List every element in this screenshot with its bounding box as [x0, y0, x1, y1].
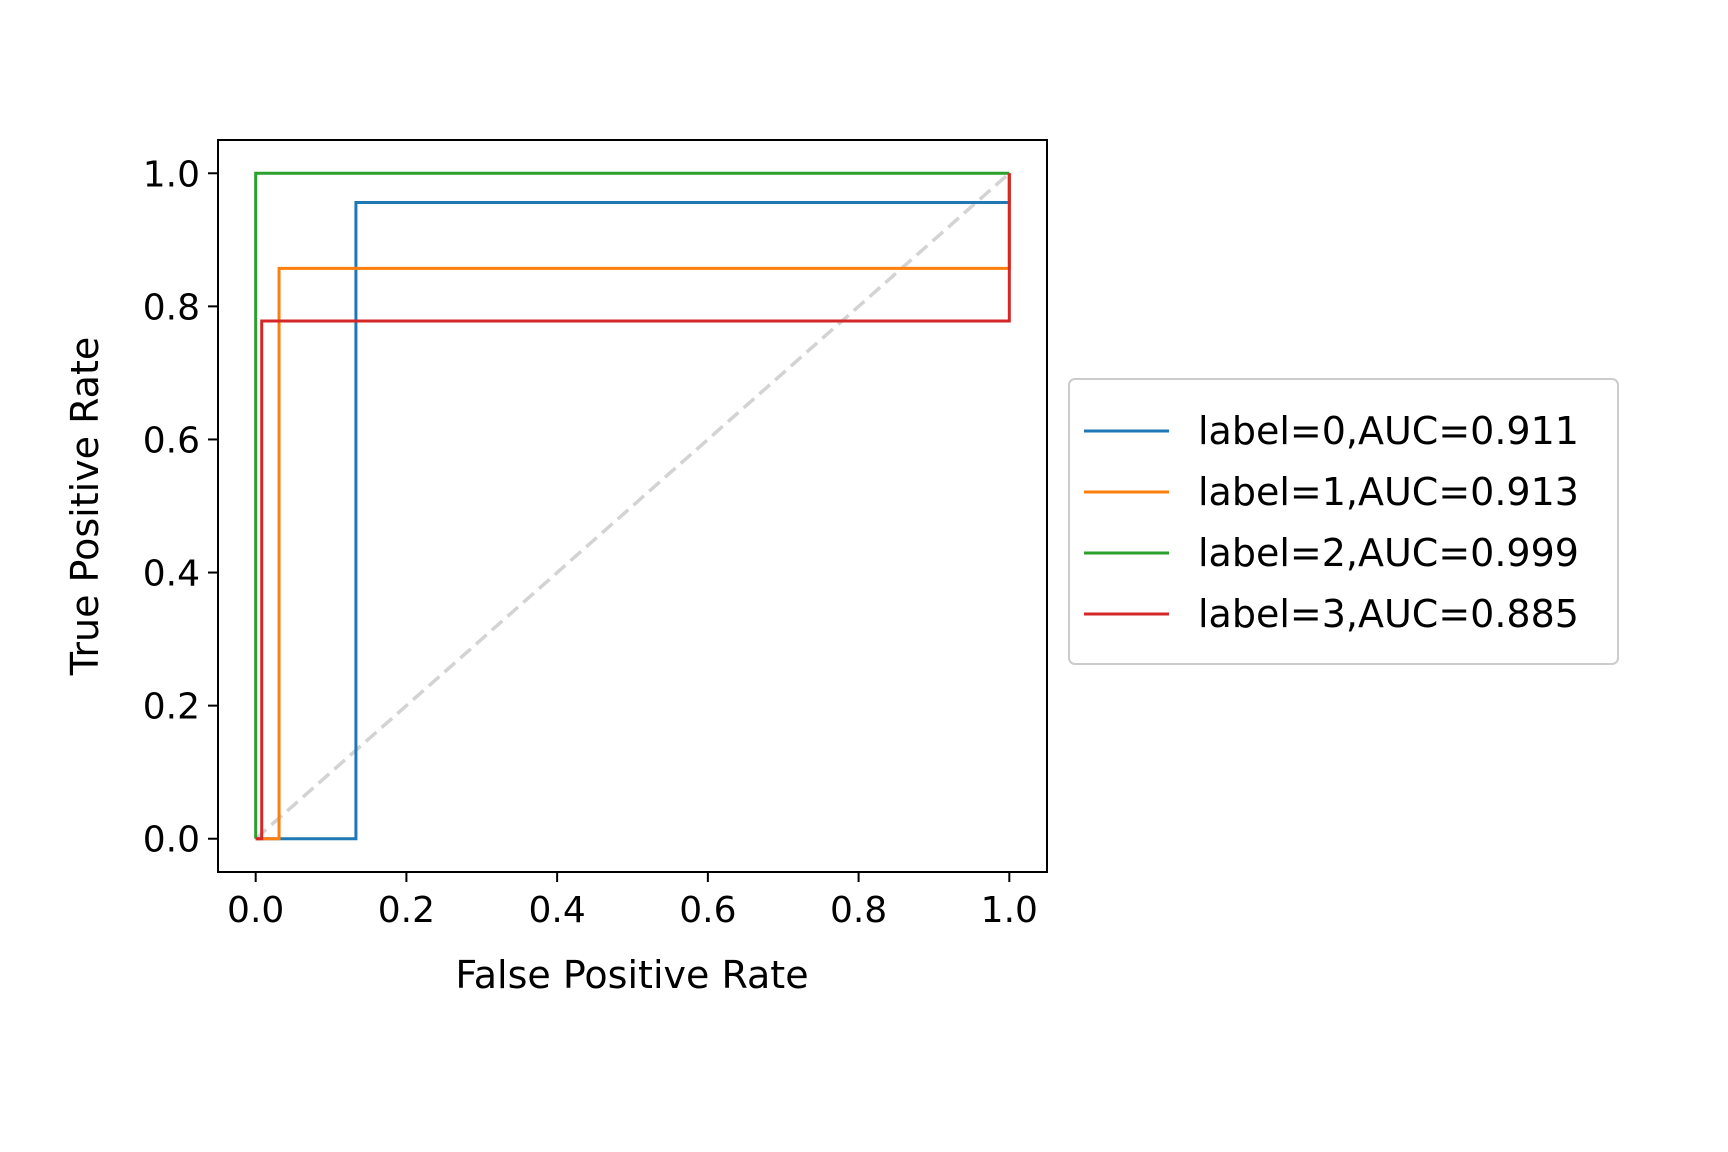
y-tick-label: 0.0 — [143, 820, 200, 861]
y-tick-label: 1.0 — [143, 154, 200, 195]
y-axis: 0.0 0.2 0.4 0.6 0.8 1.0 — [143, 154, 218, 861]
legend-entry-label: label=2,AUC=0.999 — [1198, 531, 1579, 575]
roc-curve-label-3 — [255, 173, 1011, 841]
x-tick-label: 0.0 — [227, 890, 284, 931]
y-axis-label: True Positive Rate — [63, 337, 107, 677]
legend: label=0,AUC=0.911 label=1,AUC=0.913 label=… — [1068, 378, 1619, 665]
legend-box — [1068, 378, 1619, 665]
x-tick-label: 1.0 — [981, 890, 1038, 931]
y-tick-label: 0.2 — [143, 687, 200, 728]
y-tick-label: 0.8 — [143, 287, 200, 328]
x-axis: 0.0 0.2 0.4 0.6 0.8 1.0 — [227, 872, 1038, 931]
y-tick-label: 0.6 — [143, 420, 200, 461]
x-tick-label: 0.6 — [679, 890, 736, 931]
y-tick-label: 0.4 — [143, 554, 200, 595]
x-tick-label: 0.4 — [529, 890, 586, 931]
roc-curve-label-2 — [254, 171, 1010, 839]
legend-entry-label: label=1,AUC=0.913 — [1198, 470, 1579, 514]
legend-entry-label: label=0,AUC=0.911 — [1198, 409, 1579, 453]
x-axis-label: False Positive Rate — [455, 953, 808, 997]
legend-entry-label: label=3,AUC=0.885 — [1198, 592, 1579, 636]
x-tick-label: 0.8 — [830, 890, 887, 931]
plot-frame — [217, 139, 1048, 873]
plot-area — [254, 171, 1011, 841]
x-tick-label: 0.2 — [378, 890, 435, 931]
